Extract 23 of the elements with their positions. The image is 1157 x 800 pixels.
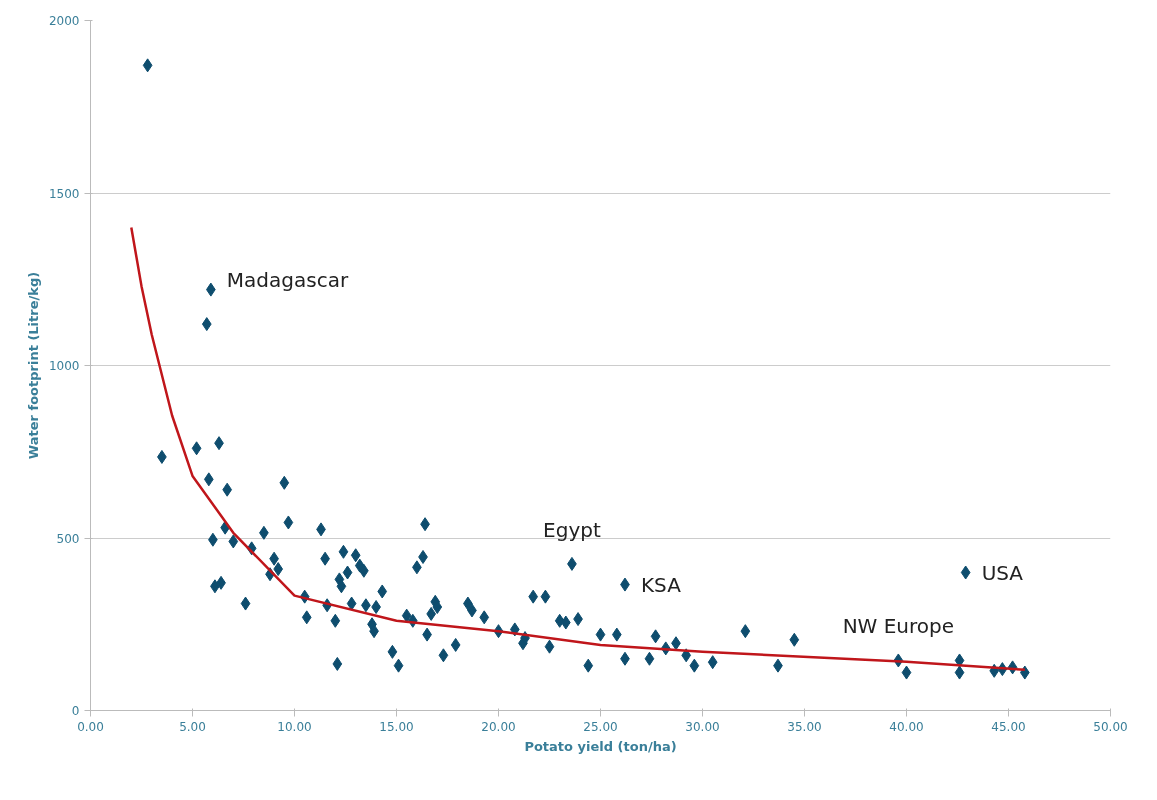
x-tick-label: 10.00	[277, 719, 312, 734]
annotation: Madagascar	[226, 267, 349, 292]
y-tick-label: 1000	[48, 359, 80, 373]
x-tick-label: 15.00	[379, 719, 414, 734]
annotation: NW Europe	[842, 614, 955, 639]
y-tick-label: 500	[56, 531, 80, 546]
x-tick-label: 30.00	[685, 719, 720, 734]
x-tick-label: 20.00	[481, 719, 516, 734]
y-tick-label: 2000	[48, 14, 80, 28]
annotation: USA	[981, 560, 1024, 585]
x-tick-label: 50.00	[1093, 719, 1128, 734]
x-axis-title: Potato yield (ton/ha)	[524, 738, 677, 754]
x-tick-label: 5.00	[179, 719, 206, 734]
annotation: Egypt	[543, 517, 601, 542]
x-tick-label: 45.00	[991, 719, 1026, 734]
x-tick-label: 0.00	[77, 719, 104, 734]
annotation: KSA	[640, 572, 682, 597]
x-tick-label: 40.00	[889, 719, 924, 734]
y-tick-label: 0	[71, 704, 80, 718]
y-axis-title: Water footprint (Litre/kg)	[25, 271, 41, 460]
x-tick-label: 25.00	[583, 719, 618, 734]
x-tick-label: 35.00	[787, 719, 822, 734]
y-tick-label: 1500	[48, 186, 80, 201]
